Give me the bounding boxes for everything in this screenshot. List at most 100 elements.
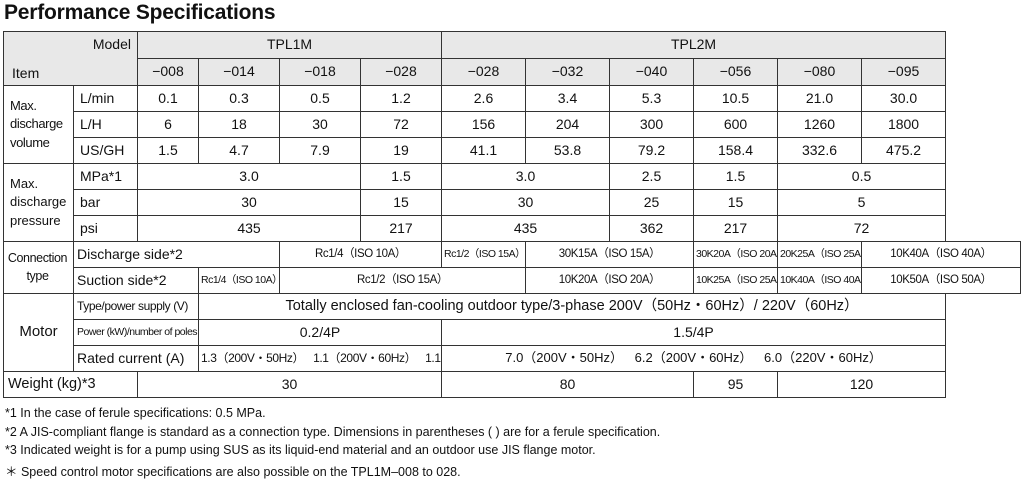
page-title: Performance Specifications: [4, 1, 276, 24]
rated-current-label: Rated current (A): [73, 345, 199, 372]
motor-type-row: Motor Type/power supply (V) Totally encl…: [3, 293, 1021, 372]
footnote: *1 In the case of ferule specifications:…: [5, 406, 266, 420]
motor-label: Motor: [3, 293, 74, 372]
model-number: −028: [441, 58, 526, 86]
model-number: −008: [137, 58, 199, 86]
model-number: −095: [860, 58, 947, 86]
power-poles-label: Power (kW)/number of poles: [73, 319, 199, 346]
value-cell: 362: [609, 215, 694, 242]
value-cell: 5.3: [609, 85, 694, 112]
value-cell: 25: [609, 189, 694, 216]
model-number: −040: [609, 58, 694, 86]
discharge-side-label: Discharge side*2: [73, 241, 280, 268]
value-cell: 20K25A（ISO 25A）: [777, 241, 862, 268]
pressure-row-psi: psi 435 217 435 362 217 72: [4, 215, 1021, 242]
current-value: 1.1（220V・60Hz）: [425, 350, 441, 365]
value-cell: 30: [441, 189, 610, 216]
value-cell: 41.1: [441, 137, 526, 164]
volume-row-usgh: US/GH 1.5 4.7 7.9 19 41.1 53.8 79.2 158.…: [4, 137, 1021, 164]
current-value: 6.0（220V・60Hz）: [764, 350, 882, 366]
weight-row: Weight (kg)*3 30 80 95 120: [3, 371, 1021, 398]
unit-label: L/H: [73, 111, 138, 138]
pressure-label: Max. discharge pressure: [3, 163, 74, 242]
value-cell: 332.6: [777, 137, 862, 164]
value-cell: 95: [693, 371, 778, 398]
model-item-corner-cell: Model Item: [3, 31, 138, 86]
type-power-supply-label: Type/power supply (V): [73, 293, 199, 320]
value-cell: 10K25A（ISO 25A）: [693, 267, 778, 294]
value-cell: 10K40A（ISO 40A）: [777, 267, 862, 294]
model-label: Model: [92, 36, 131, 52]
connection-label: Connection type: [3, 241, 74, 294]
value-cell: 3.0: [441, 163, 610, 190]
value-cell: 4.7: [198, 137, 280, 164]
value-cell: 156: [441, 111, 526, 138]
connection-discharge-row: Connection type Discharge side*2 Rc1/4（I…: [3, 241, 1021, 294]
weight-label: Weight (kg)*3: [3, 371, 138, 398]
motor-current-row: Rated current (A) 1.3（200V・50Hz） 1.1（200…: [4, 345, 1021, 372]
value-cell: 1.5: [360, 163, 442, 190]
value-cell: 5: [776, 189, 947, 216]
model-number: −018: [279, 58, 361, 86]
performance-spec-table: Model Item TPL1M TPL2M −008 −014 −018 −0…: [3, 31, 1021, 398]
model-number-row: −008 −014 −018 −028 −028 −032 −040 −056 …: [4, 58, 1021, 86]
footnote: *3 Indicated weight is for a pump using …: [5, 443, 596, 457]
value-cell: 6: [137, 111, 199, 138]
model-number: −028: [360, 58, 442, 86]
value-cell: 204: [525, 111, 610, 138]
value-cell: 10K50A（ISO 50A）: [861, 267, 1021, 294]
value-cell: 217: [693, 215, 778, 242]
value-cell: 10K40A（ISO 40A）: [861, 241, 1021, 268]
unit-label: MPa*1: [73, 163, 138, 190]
volume-row-lh: L/H 6 18 30 72 156 204 300 600 1260 1800: [4, 111, 1021, 138]
value-cell: 1.2: [360, 85, 442, 112]
value-cell: Rc1/4（ISO 10A）: [198, 267, 280, 294]
value-cell: 1.5: [693, 163, 778, 190]
value-cell: Rc1/2（ISO 15A）: [441, 241, 526, 268]
volume-label: Max. discharge volume: [3, 85, 74, 164]
value-cell: 475.2: [860, 137, 947, 164]
unit-label: L/min: [73, 85, 138, 112]
value-cell: 18: [198, 111, 280, 138]
model-number: −032: [525, 58, 610, 86]
value-cell: 30.0: [860, 85, 947, 112]
unit-label: US/GH: [73, 137, 138, 164]
value-cell: 72: [360, 111, 442, 138]
volume-row-lmin: Max. discharge volume L/min 0.1 0.3 0.5 …: [3, 85, 1021, 164]
value-cell: 0.5: [776, 163, 947, 190]
value-cell: 30: [137, 371, 442, 398]
value-cell: 0.2/4P: [198, 319, 442, 346]
value-cell: Rc1/4（ISO 10A）: [279, 241, 442, 268]
current-value: 7.0（200V・50Hz）: [505, 350, 624, 366]
value-cell: 0.5: [279, 85, 361, 112]
value-cell: 1.5/4P: [440, 319, 947, 346]
value-cell: 30K15A（ISO 15A）: [525, 241, 694, 268]
footnote: *2 A JIS-compliant flange is standard as…: [5, 425, 661, 439]
pressure-row-mpa: Max. discharge pressure MPa*1 3.0 1.5 3.…: [3, 163, 1021, 242]
value-cell: 300: [609, 111, 694, 138]
value-cell: 600: [693, 111, 778, 138]
group-tpl2m: TPL2M: [440, 31, 947, 59]
motor-type-value: Totally enclosed fan-cooling outdoor typ…: [197, 293, 947, 320]
current-tpl2m-cell: 7.0（200V・50Hz） 6.2（200V・60Hz） 6.0（220V・6…: [440, 345, 947, 372]
value-cell: 0.3: [198, 85, 280, 112]
value-cell: 2.5: [609, 163, 694, 190]
value-cell: 0.1: [137, 85, 199, 112]
value-cell: 10K20A（ISO 20A）: [525, 267, 694, 294]
model-number: −056: [693, 58, 778, 86]
current-value: 1.1（200V・60Hz）: [313, 350, 417, 365]
current-tpl1m-cell: 1.3（200V・50Hz） 1.1（200V・60Hz） 1.1（220V・6…: [198, 345, 442, 372]
value-cell: 1260: [777, 111, 862, 138]
value-cell: 30: [137, 189, 361, 216]
pressure-row-bar: bar 30 15 30 25 15 5: [4, 189, 1021, 216]
suction-side-label: Suction side*2: [73, 267, 199, 294]
group-tpl1m: TPL1M: [137, 31, 442, 59]
value-cell: 72: [776, 215, 947, 242]
value-cell: 1800: [860, 111, 947, 138]
value-cell: 30K20A（ISO 20A）: [693, 241, 778, 268]
value-cell: 79.2: [609, 137, 694, 164]
value-cell: 3.4: [525, 85, 610, 112]
value-cell: 80: [441, 371, 694, 398]
value-cell: 10.5: [693, 85, 778, 112]
unit-label: psi: [73, 215, 138, 242]
